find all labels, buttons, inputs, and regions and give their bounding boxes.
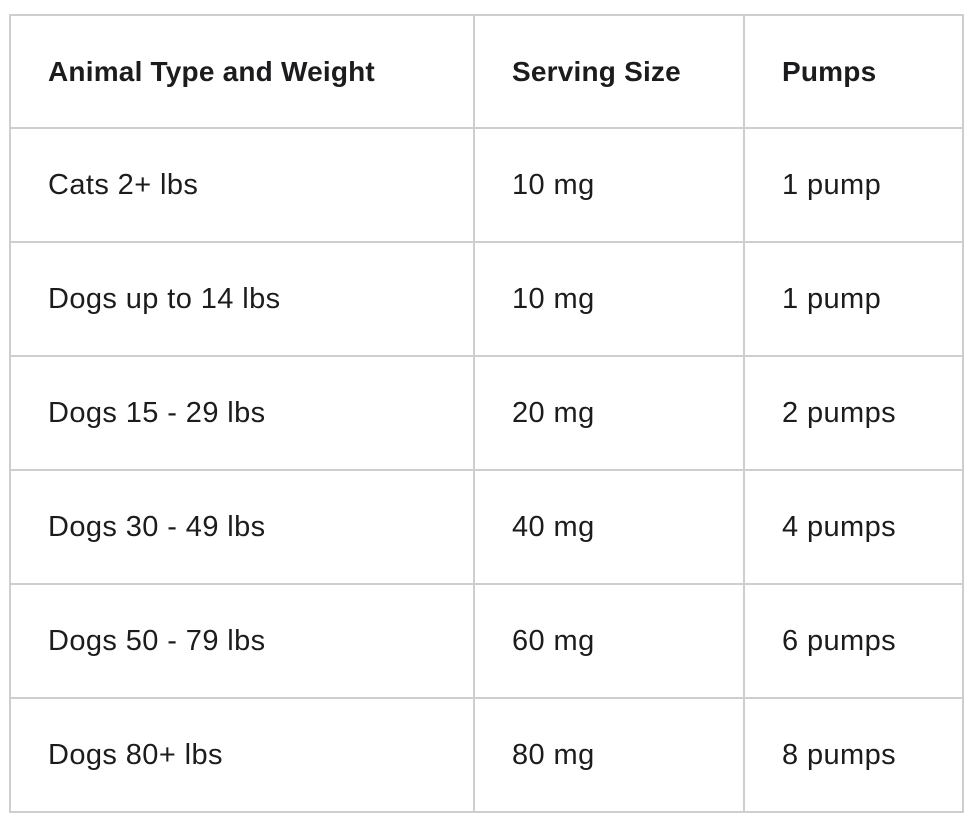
column-header-animal-type-weight: Animal Type and Weight — [9, 14, 475, 129]
column-header-pumps: Pumps — [743, 14, 964, 129]
cell-animal: Dogs 80+ lbs — [9, 697, 475, 813]
cell-serving-size: 10 mg — [473, 127, 745, 243]
cell-pumps: 1 pump — [743, 241, 964, 357]
table-row: Cats 2+ lbs 10 mg 1 pump — [9, 127, 964, 243]
cell-pumps: 4 pumps — [743, 469, 964, 585]
cell-serving-size: 80 mg — [473, 697, 745, 813]
cell-animal: Dogs up to 14 lbs — [9, 241, 475, 357]
cell-pumps: 6 pumps — [743, 583, 964, 699]
cell-serving-size: 40 mg — [473, 469, 745, 585]
cell-pumps: 8 pumps — [743, 697, 964, 813]
cell-serving-size: 20 mg — [473, 355, 745, 471]
table-row: Dogs 80+ lbs 80 mg 8 pumps — [9, 697, 964, 813]
table-body: Cats 2+ lbs 10 mg 1 pump Dogs up to 14 l… — [9, 127, 964, 813]
table-row: Dogs 15 - 29 lbs 20 mg 2 pumps — [9, 355, 964, 471]
cell-animal: Cats 2+ lbs — [9, 127, 475, 243]
cell-serving-size: 10 mg — [473, 241, 745, 357]
cell-animal: Dogs 50 - 79 lbs — [9, 583, 475, 699]
table-header: Animal Type and Weight Serving Size Pump… — [9, 14, 964, 129]
header-row: Animal Type and Weight Serving Size Pump… — [9, 14, 964, 129]
cell-animal: Dogs 30 - 49 lbs — [9, 469, 475, 585]
cell-pumps: 1 pump — [743, 127, 964, 243]
table-row: Dogs 30 - 49 lbs 40 mg 4 pumps — [9, 469, 964, 585]
cell-serving-size: 60 mg — [473, 583, 745, 699]
table-row: Dogs 50 - 79 lbs 60 mg 6 pumps — [9, 583, 964, 699]
column-header-serving-size: Serving Size — [473, 14, 745, 129]
cell-pumps: 2 pumps — [743, 355, 964, 471]
dosage-table-container: Animal Type and Weight Serving Size Pump… — [9, 14, 964, 813]
cell-animal: Dogs 15 - 29 lbs — [9, 355, 475, 471]
dosage-table: Animal Type and Weight Serving Size Pump… — [9, 14, 964, 813]
table-row: Dogs up to 14 lbs 10 mg 1 pump — [9, 241, 964, 357]
